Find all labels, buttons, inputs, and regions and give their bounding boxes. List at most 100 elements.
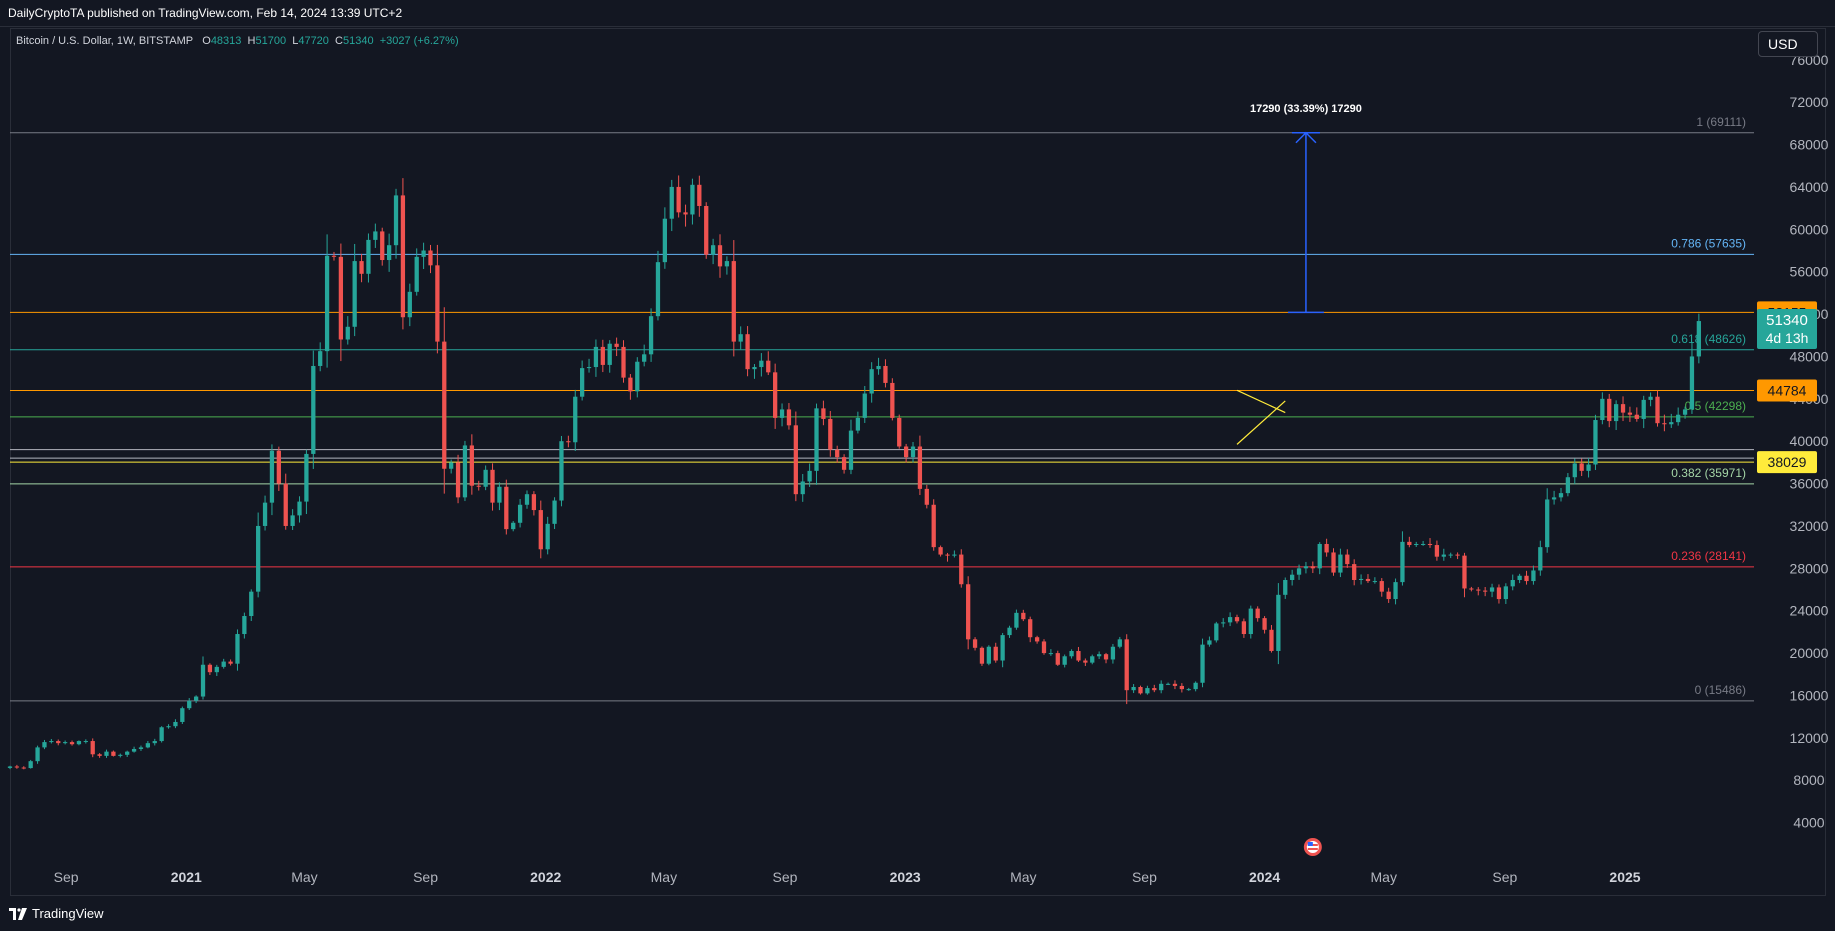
candle-body [1379,581,1384,592]
x-tick-label: May [1010,869,1036,885]
y-tick-label: 68000 [1790,137,1829,153]
candle-body [1393,582,1398,600]
candle-body [1586,464,1591,471]
candle-body [986,646,991,664]
candle-body [807,470,812,482]
candle-body [49,741,54,743]
candle-body [938,547,943,555]
candle-body [304,453,309,502]
candle-body [1262,618,1267,630]
candle-body [586,367,592,369]
candle-body [759,360,764,368]
candle-body [28,761,33,769]
candle-body [793,425,798,495]
symbol-name: Bitcoin / U.S. Dollar, 1W, BITSTAMP [16,35,194,47]
candle-body [1565,477,1571,494]
candle-body [462,445,468,498]
candle-body [1041,641,1047,654]
candle-body [97,754,102,756]
candle-body [497,486,502,503]
candle-body [1179,685,1184,690]
y-tick-label: 20000 [1790,645,1829,661]
candle-body [511,522,516,530]
y-tick-label: 12000 [1790,730,1829,746]
candle-body [504,486,509,530]
candle-body [1110,646,1116,660]
candle-body [400,195,406,318]
candle-body [1221,622,1226,624]
candle-body [1124,639,1129,691]
candle-body [428,250,433,266]
candle-body [1131,687,1136,691]
currency-button[interactable]: USD [1758,31,1818,57]
candle-body [1117,639,1122,647]
x-tick-label: Sep [1492,869,1517,885]
candles [7,175,1701,770]
candle-body [90,741,95,755]
candle-body [373,231,378,240]
candle-body [56,741,61,744]
candle-body [318,351,323,366]
candle-body [1345,554,1350,565]
candle-body [1227,617,1233,623]
candle-body [910,446,916,458]
candle-body [290,515,295,526]
candle-body [1138,687,1143,694]
last-price-badge [1757,309,1817,350]
candle-body [924,488,929,505]
candle-body [828,418,833,450]
candle-body [1034,637,1040,642]
candle-body [1290,574,1295,580]
candle-body [345,326,350,340]
level-label: 1 (69111) [1696,115,1746,129]
candle-body [145,743,151,748]
candle-body [1689,356,1695,410]
candle-body [600,346,605,365]
candle-body [104,751,109,756]
candle-body [1524,575,1529,582]
candle-body [1303,566,1309,569]
x-tick-label: May [1371,869,1397,885]
candle-body [1676,414,1681,423]
candle-body [517,504,523,523]
candle-body [1414,543,1419,546]
level-label: 0.236 (28141) [1671,549,1746,563]
candle-body [945,554,950,556]
candle-body [276,450,281,484]
candle-body [1517,575,1522,580]
candle-body [607,343,612,365]
candle-body [1214,623,1219,641]
candle-body [200,664,206,697]
candle-body [393,195,399,246]
candle-body [1434,545,1440,557]
publisher-bar: DailyCryptoTA published on TradingView.c… [0,0,1835,27]
candle-body [876,365,881,370]
candle-body [207,664,213,673]
candle-body [442,341,447,469]
candle-body [111,751,116,756]
candle-body [69,742,75,745]
candle-body [1172,683,1178,686]
footer-brand: TradingView [32,906,104,921]
candle-body [138,747,144,749]
candle-body [773,372,778,418]
y-tick-label: 4000 [1793,815,1824,831]
candle-body [1400,541,1405,583]
candle-body [635,361,640,392]
candle-body [435,265,440,342]
footer: TradingView [0,897,1835,931]
candle-body [1372,581,1378,583]
candle-body [173,721,178,727]
y-tick-label: 8000 [1793,772,1824,788]
candle-body [1358,578,1364,580]
candle-body [621,346,626,378]
candle-body [848,430,854,470]
candle-body [524,494,530,505]
candle-body [628,377,633,392]
candle-body [1620,404,1626,413]
candle-body [752,367,757,370]
candle-body [131,748,137,752]
candle-body [731,261,736,342]
candle-body [1207,640,1212,645]
